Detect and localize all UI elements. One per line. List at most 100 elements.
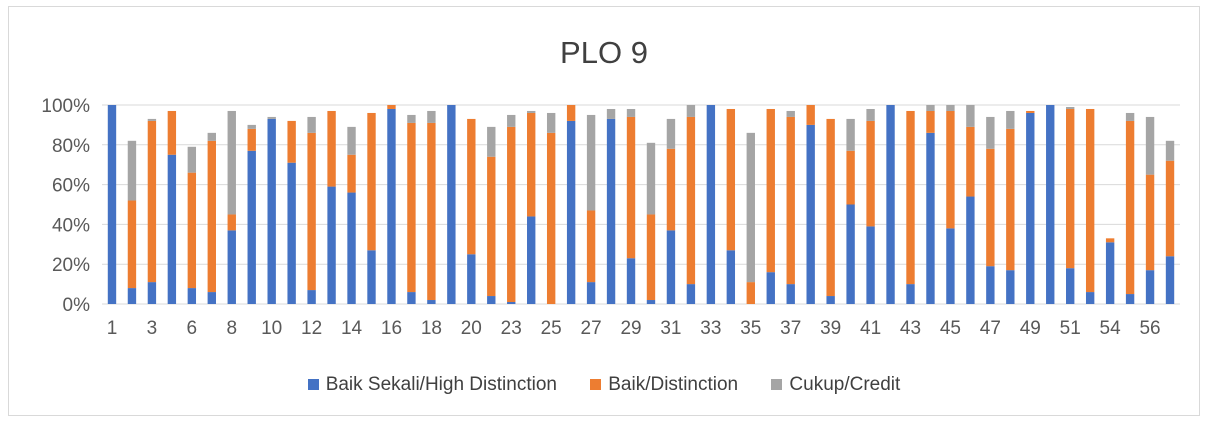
bar-segment xyxy=(227,214,236,231)
bar-segment xyxy=(127,200,137,289)
legend-swatch-credit xyxy=(771,379,783,390)
bar-segment xyxy=(586,210,596,283)
x-tick-label: 51 xyxy=(1060,318,1081,339)
x-tick-label: 47 xyxy=(980,318,1001,339)
bar-segment xyxy=(367,112,376,251)
x-tick-label: 54 xyxy=(1100,318,1122,339)
bar-segment xyxy=(886,105,895,304)
bar-segment xyxy=(147,118,157,121)
bar-segment xyxy=(926,105,935,111)
bar-segment xyxy=(487,296,496,304)
bar-segment xyxy=(1066,268,1075,304)
bar-segment xyxy=(1105,238,1115,243)
x-tick-label: 10 xyxy=(261,318,282,339)
legend-swatch-distinction xyxy=(590,379,602,390)
bar-segment xyxy=(846,204,855,304)
x-tick-label: 8 xyxy=(226,318,237,339)
bar-segment xyxy=(1006,128,1015,271)
bar-segment xyxy=(307,116,316,133)
bar-segment xyxy=(527,110,536,113)
bar-segment xyxy=(926,110,935,133)
bar-segment xyxy=(187,172,197,289)
bar-segment xyxy=(167,154,177,304)
bar-segment xyxy=(646,214,656,301)
x-tick-label: 12 xyxy=(301,318,322,339)
bar-segment xyxy=(766,108,775,273)
bar-segment xyxy=(207,132,216,141)
bar-segment xyxy=(846,118,855,151)
bar-segment xyxy=(247,128,256,151)
x-tick-label: 29 xyxy=(620,318,641,339)
bar-segment xyxy=(507,114,516,127)
y-tick-label: 0% xyxy=(63,295,91,316)
bar-segment xyxy=(267,118,276,305)
bar-segment xyxy=(207,292,216,304)
bar-segment xyxy=(187,146,197,173)
legend-label: Cukup/Credit xyxy=(789,374,901,395)
bar-segment xyxy=(407,292,416,304)
bar-segment xyxy=(467,254,476,304)
bar-segment xyxy=(986,266,995,304)
grid-lines xyxy=(102,104,1180,305)
bar-segment xyxy=(646,142,656,215)
x-tick-label: 31 xyxy=(660,318,681,339)
bar-segment xyxy=(427,300,436,304)
bar-segment xyxy=(786,110,795,117)
bar-segment xyxy=(806,105,815,125)
bar-segment xyxy=(507,126,516,303)
chart-title: PLO 9 xyxy=(560,35,648,70)
chart-frame xyxy=(8,6,1200,416)
bar-segment xyxy=(147,120,157,283)
bar-segment xyxy=(686,284,696,304)
bar-segment xyxy=(666,118,676,149)
bar-segment xyxy=(467,118,476,255)
legend-label: Baik Sekali/High Distinction xyxy=(325,374,557,395)
bar-segment xyxy=(786,284,795,304)
bar-segment xyxy=(926,132,935,304)
y-tick-label: 40% xyxy=(52,215,90,236)
bar-segment xyxy=(1006,270,1015,304)
bar-segment xyxy=(527,112,536,217)
x-tick-label: 3 xyxy=(147,318,158,339)
bar-segment xyxy=(1085,292,1095,304)
bar-segment xyxy=(1165,160,1175,257)
bar-segment xyxy=(966,105,975,127)
x-tick-label: 6 xyxy=(187,318,198,339)
bar-segment xyxy=(786,116,795,285)
bar-segment xyxy=(147,282,157,304)
x-tick-label: 56 xyxy=(1139,318,1160,339)
bar-segment xyxy=(1026,110,1035,113)
bar-segment xyxy=(986,116,995,149)
bar-segment xyxy=(586,114,596,211)
bar-segment xyxy=(866,108,875,121)
x-tick-label: 18 xyxy=(421,318,442,339)
bar-segment xyxy=(746,132,755,283)
bar-segment xyxy=(1046,105,1055,304)
bar-segment xyxy=(1066,106,1075,109)
bar-segment xyxy=(546,132,556,304)
bar-segment xyxy=(826,118,835,297)
bar-segment xyxy=(626,258,636,304)
y-tick-label: 20% xyxy=(52,255,90,276)
bar-segment xyxy=(646,300,656,304)
bar-segment xyxy=(566,105,576,121)
bar-segment xyxy=(487,156,496,297)
bar-segment xyxy=(387,105,396,109)
bar-segment xyxy=(427,110,436,123)
x-tick-label: 23 xyxy=(501,318,522,339)
bar-segment xyxy=(307,290,316,304)
bar-segment xyxy=(387,108,396,304)
bar-segment xyxy=(187,288,197,304)
bar-segment xyxy=(247,150,256,304)
x-tick-label: 39 xyxy=(820,318,841,339)
x-tick-label: 43 xyxy=(900,318,921,339)
x-tick-label: 20 xyxy=(461,318,482,339)
bar-segment xyxy=(626,116,636,259)
bar-segment xyxy=(107,105,117,304)
legend-label: Baik/Distinction xyxy=(608,374,739,395)
bar-segment xyxy=(986,148,995,267)
bar-segment xyxy=(1085,108,1095,293)
bar-segment xyxy=(726,250,736,304)
bar-segment xyxy=(586,282,596,304)
bar-segment xyxy=(906,110,915,285)
